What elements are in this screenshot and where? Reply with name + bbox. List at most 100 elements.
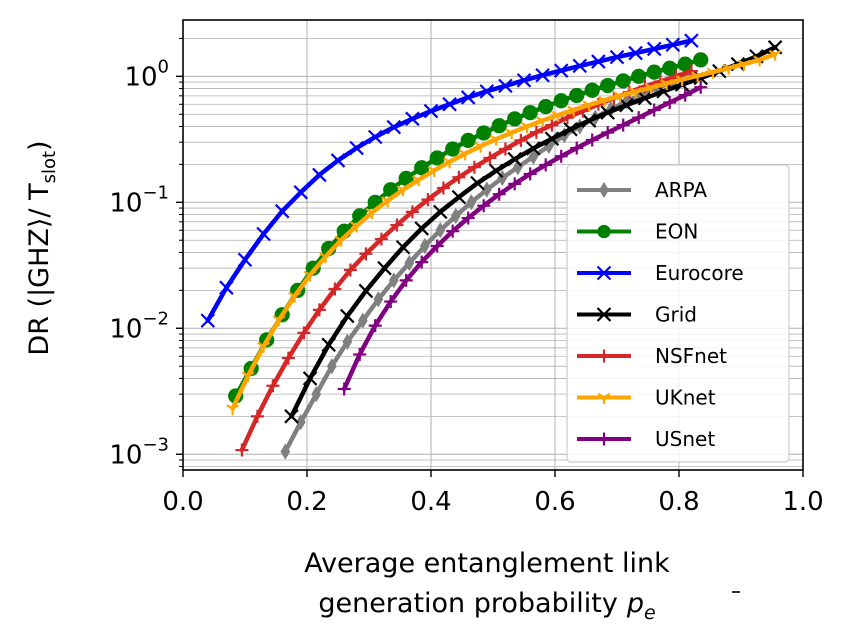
series-usnet (337, 80, 708, 396)
point-marker (200, 313, 216, 328)
point-marker (398, 170, 414, 186)
legend: ARPA EON Eurocore Grid NSFnet UKnet USnet (566, 164, 790, 463)
x-tick-label: 0.4 (410, 487, 451, 517)
x-tick-label: 0.8 (658, 487, 699, 517)
point-marker (520, 122, 534, 133)
point-marker (460, 90, 476, 105)
point-marker (753, 55, 767, 67)
point-marker (737, 59, 751, 71)
series-line (341, 84, 703, 392)
legend-box (566, 164, 790, 463)
x-axis-label-symbol: p (626, 588, 644, 619)
legend-label: NSFnet (655, 344, 727, 368)
point-marker (591, 54, 606, 69)
point-marker (616, 118, 630, 132)
point-marker (381, 196, 395, 208)
point-marker (514, 133, 528, 147)
point-marker (281, 351, 295, 365)
point-marker (678, 88, 692, 102)
y-tick-exponent: −3 (142, 434, 169, 455)
point-marker (470, 175, 485, 191)
point-marker (677, 56, 693, 72)
point-marker (544, 131, 560, 146)
y-tick-base: 10 (109, 440, 142, 470)
point-marker (599, 181, 609, 199)
point-marker (619, 97, 634, 113)
point-marker (474, 141, 488, 153)
point-marker (563, 121, 578, 137)
point-marker (312, 303, 326, 317)
point-marker (384, 295, 398, 309)
point-marker (637, 90, 653, 106)
point-marker (613, 91, 627, 103)
point-marker (596, 265, 612, 281)
point-marker (451, 189, 467, 205)
point-marker (600, 105, 615, 120)
series-uknet (226, 49, 782, 416)
point-marker (528, 148, 539, 165)
point-marker (435, 222, 446, 239)
y-tick-exponent: −2 (142, 308, 169, 329)
point-marker (491, 118, 507, 134)
point-marker (319, 252, 333, 264)
point-marker (684, 33, 699, 48)
point-marker (321, 337, 336, 353)
point-marker (466, 194, 477, 211)
point-marker (631, 68, 647, 84)
point-marker (505, 128, 519, 140)
series-arpa (280, 68, 694, 460)
x-axis-label-line2-text: generation probability (318, 588, 618, 619)
point-marker (628, 45, 643, 61)
point-marker (340, 308, 355, 324)
legend-item-grid: Grid (577, 303, 697, 327)
point-marker (582, 100, 596, 112)
point-marker (377, 260, 392, 276)
point-marker (629, 87, 643, 99)
point-marker (419, 237, 430, 255)
point-marker (647, 103, 661, 117)
point-marker (694, 80, 708, 94)
y-axis-label-close: ) (24, 140, 55, 151)
y-tick-exponent: 0 (158, 56, 169, 77)
point-marker (350, 221, 364, 233)
point-marker (280, 443, 291, 460)
point-marker (538, 99, 554, 115)
point-marker (600, 77, 616, 94)
series-layer (200, 33, 783, 460)
point-marker (334, 235, 348, 247)
legend-label: Eurocore (655, 261, 744, 285)
point-marker (303, 270, 317, 282)
point-marker (460, 132, 476, 149)
point-marker (551, 110, 565, 122)
point-marker (662, 60, 678, 76)
point-marker (414, 221, 429, 236)
point-marker (427, 166, 441, 177)
point-marker (461, 211, 475, 225)
legend-item-eurocore: Eurocore (577, 261, 744, 285)
y-tick-label: 10−1 (109, 182, 169, 218)
y-tick-exponent: −1 (142, 182, 169, 203)
point-marker (512, 159, 523, 176)
point-marker (498, 142, 512, 156)
point-marker (337, 382, 351, 396)
point-marker (395, 239, 411, 255)
point-marker (570, 141, 584, 155)
point-marker (675, 75, 689, 87)
point-marker (492, 187, 506, 201)
point-marker (663, 95, 677, 109)
point-marker (414, 160, 430, 176)
point-marker (367, 129, 383, 145)
point-marker (284, 409, 299, 424)
point-marker (374, 232, 388, 246)
y-tick-base: 10 (109, 314, 142, 344)
point-marker (615, 73, 631, 89)
point-marker (358, 283, 374, 299)
x-axis-label-line1: Average entanglement link (304, 548, 670, 579)
point-marker (481, 181, 492, 198)
point-marker (569, 87, 585, 104)
point-marker (250, 409, 264, 423)
point-marker (399, 273, 413, 287)
point-marker (597, 224, 611, 239)
point-marker (768, 49, 782, 61)
